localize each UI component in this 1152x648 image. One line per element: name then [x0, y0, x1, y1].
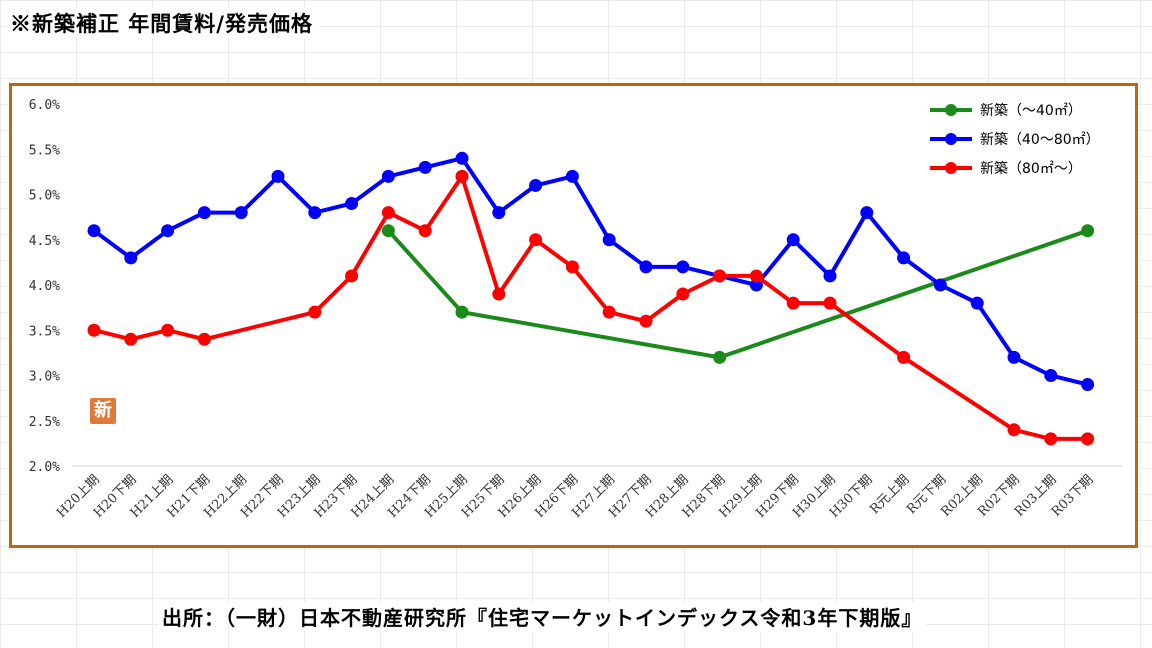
page-title: ※新築補正 年間賃料/発売価格 — [10, 8, 319, 38]
series-point — [1007, 350, 1021, 364]
series-point — [823, 296, 837, 310]
series-point — [1081, 224, 1095, 238]
series-point — [308, 206, 322, 220]
series-point — [124, 332, 138, 346]
series-point — [1081, 378, 1095, 392]
y-tick-label: 4.0% — [29, 279, 60, 294]
series-point — [381, 169, 395, 183]
y-tick-label: 4.5% — [29, 234, 60, 249]
series-point — [455, 169, 469, 183]
series-point — [713, 269, 727, 283]
series-point — [602, 233, 616, 247]
series-point — [271, 169, 285, 183]
series-point — [749, 278, 763, 292]
series-point — [161, 224, 175, 238]
series-point — [492, 206, 506, 220]
series-point — [345, 269, 359, 283]
series-point — [565, 169, 579, 183]
series-point — [970, 296, 984, 310]
series-point — [897, 350, 911, 364]
y-tick-label: 2.5% — [29, 415, 60, 430]
series-point — [124, 251, 138, 265]
y-tick-label: 5.5% — [29, 143, 60, 158]
new-badge-icon: 新 — [90, 398, 116, 424]
legend-label: 新築（40～80㎡） — [980, 132, 1100, 148]
series-point — [713, 350, 727, 364]
legend-marker — [945, 104, 957, 116]
chart-frame: 2.0% 2.5% 3.0% 3.5% 4.0% 4.5% 5.0% 5.5% 6.0% H20上… — [9, 83, 1138, 548]
line-chart: 2.0%2.5%3.0%3.5%4.0%4.5%5.0%5.5%6.0%H20上… — [29, 98, 1122, 521]
series-point — [529, 233, 543, 247]
series-point — [676, 287, 690, 301]
series-line — [92, 156, 1090, 387]
legend-label: 新築（～40㎡） — [980, 103, 1082, 119]
series-point — [565, 260, 579, 274]
series-point — [197, 332, 211, 346]
x-tick-label: R元上期 — [867, 472, 912, 517]
series-point — [455, 305, 469, 319]
y-tick-label: 6.0% — [29, 98, 60, 113]
series-point — [860, 206, 874, 220]
series-point — [749, 269, 763, 283]
series-point — [161, 323, 175, 337]
series-point — [455, 151, 469, 165]
series-point — [676, 260, 690, 274]
series-point — [308, 305, 322, 319]
series-point — [639, 260, 653, 274]
y-tick-label: 5.0% — [29, 189, 60, 204]
series-line — [386, 228, 1090, 360]
source-note: 出所：（一財）日本不動産研究所『住宅マーケットインデックス令和3年下期版』 — [158, 602, 927, 631]
series-point — [1007, 423, 1021, 437]
series-point — [87, 224, 101, 238]
series-point — [1044, 369, 1058, 382]
series-point — [418, 224, 432, 238]
series-point — [639, 314, 653, 328]
legend-label: 新築（80㎡～） — [980, 161, 1082, 177]
series-point — [87, 323, 101, 337]
series-point — [1044, 432, 1058, 446]
series-point — [823, 269, 837, 283]
series-point — [933, 278, 947, 292]
series-point — [492, 287, 506, 301]
y-tick-label: 3.5% — [29, 324, 60, 339]
series-point — [1081, 432, 1095, 446]
series-point — [345, 197, 359, 211]
series-point — [381, 224, 395, 238]
series-point — [529, 178, 543, 192]
y-tick-label: 3.0% — [29, 370, 60, 385]
series-point — [197, 206, 211, 220]
series-point — [786, 296, 800, 310]
series-point — [234, 206, 248, 220]
legend-marker — [945, 133, 957, 145]
legend-marker — [945, 162, 957, 174]
series-point — [786, 233, 800, 247]
series-point — [381, 206, 395, 220]
series-point — [602, 305, 616, 319]
series-point — [897, 251, 911, 265]
y-tick-label: 2.0% — [29, 460, 60, 475]
series-point — [418, 160, 432, 174]
